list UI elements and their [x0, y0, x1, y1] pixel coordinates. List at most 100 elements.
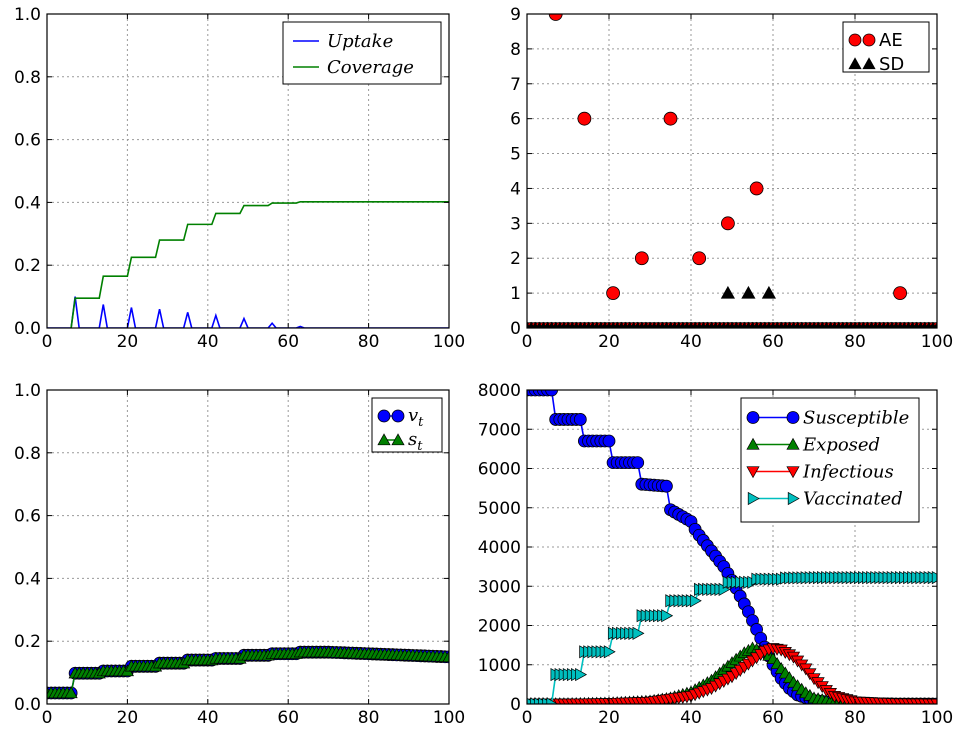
data-point-vaccinated — [603, 645, 616, 659]
data-point-ae — [634, 251, 649, 266]
y-tick-label: 0.4 — [14, 569, 41, 589]
legend: Susceptible Exposed Infectious Vaccinated — [740, 397, 920, 523]
y-tick-label: 0.2 — [14, 256, 41, 276]
legend-marker-v-t — [391, 409, 405, 423]
x-tick-label: 100 — [433, 708, 465, 728]
axes-frame — [46, 13, 450, 329]
data-point-infectious — [930, 698, 937, 704]
x-tick-label: 0 — [522, 708, 533, 728]
x-tick-label: 60 — [277, 708, 299, 728]
x-tick-label: 80 — [844, 708, 866, 728]
legend-label-susceptible: Susceptible — [803, 408, 909, 429]
data-point-sd — [741, 285, 756, 299]
y-tick-label: 0.6 — [14, 507, 41, 527]
data-point-s-t — [442, 650, 449, 663]
legend-marker-ae — [848, 33, 862, 47]
data-point-ae — [749, 181, 764, 196]
legend-label-vaccinated: Vaccinated — [803, 489, 903, 510]
legend-marker-sd — [848, 57, 862, 70]
x-tick-label: 0 — [42, 332, 53, 352]
legend-label-v-t: vt — [408, 405, 424, 430]
data-point-sd — [720, 285, 735, 299]
legend-marker-v-t — [377, 409, 391, 423]
data-point-ae — [577, 111, 592, 126]
y-tick-label: 0.8 — [14, 68, 41, 88]
legend-marker-s-t — [391, 433, 405, 446]
legend-label-uptake: Uptake — [327, 31, 393, 52]
legend: AE SD — [842, 21, 930, 75]
x-tick-label: 40 — [680, 332, 702, 352]
data-point-ae — [663, 111, 678, 126]
data-point-ae — [692, 251, 707, 266]
y-tick-label: 0 — [510, 319, 521, 339]
legend-marker-susceptible — [746, 411, 760, 424]
legend-marker-ae — [862, 33, 876, 47]
y-tick-label: 0 — [510, 695, 521, 715]
x-tick-label: 20 — [598, 332, 620, 352]
legend-marker-susceptible — [786, 411, 800, 424]
y-tick-label: 5000 — [478, 499, 521, 519]
data-point-ae — [893, 286, 907, 301]
data-point-ae — [606, 286, 620, 301]
y-tick-label: 0.0 — [14, 695, 41, 715]
data-point-susceptible — [660, 479, 673, 493]
axes-frame — [46, 389, 450, 705]
y-tick-label: 2 — [510, 249, 521, 269]
legend: Uptake Coverage — [282, 21, 442, 85]
legend-marker-infectious — [786, 466, 800, 479]
y-tick-label: 6000 — [478, 460, 521, 480]
data-point-vaccinated — [931, 571, 937, 585]
data-point-susceptible — [545, 390, 558, 397]
legend-marker-exposed — [746, 437, 760, 450]
legend-label-ae: AE — [879, 30, 903, 51]
data-point-ae — [721, 216, 735, 231]
x-tick-label: 100 — [921, 332, 953, 352]
data-point-vaccinated — [632, 626, 645, 640]
x-tick-label: 80 — [844, 332, 866, 352]
y-tick-label: 1000 — [478, 656, 521, 676]
legend-label-s-t: st — [408, 429, 423, 454]
legend-marker-exposed — [786, 437, 800, 450]
legend-label-coverage: Coverage — [327, 57, 414, 78]
x-tick-label: 60 — [762, 708, 784, 728]
data-point-susceptible — [602, 434, 616, 448]
legend-label-infectious: Infectious — [802, 462, 894, 483]
y-tick-label: 5 — [510, 145, 521, 165]
chart-ae-sd: 0 20 40 60 80 100 0 1 2 3 4 5 6 7 8 9 AE SD — [510, 5, 953, 352]
chart-uptake-coverage: 0 20 40 60 80 100 0.0 0.2 0.4 0.6 0.8 1.0 Uptake Cove… — [14, 5, 465, 352]
x-tick-label: 80 — [358, 708, 380, 728]
x-tick-label: 40 — [680, 708, 702, 728]
y-tick-label: 0.8 — [14, 444, 41, 464]
y-tick-label: 0.0 — [14, 319, 41, 339]
y-tick-label: 7 — [510, 75, 521, 95]
series-group — [527, 14, 937, 328]
series-group — [47, 645, 449, 700]
data-point-ae — [548, 14, 563, 21]
x-tick-label: 20 — [117, 708, 139, 728]
series-line-coverage — [70, 200, 449, 328]
y-tick-label: 4 — [510, 179, 521, 199]
y-tick-label: 3000 — [478, 577, 521, 597]
x-tick-label: 80 — [358, 332, 380, 352]
x-tick-label: 60 — [277, 332, 299, 352]
chart-seiv: 0 20 40 60 80 1000100020003000400050006000700… — [478, 381, 953, 728]
series-group — [47, 200, 449, 328]
x-tick-label: 100 — [921, 708, 953, 728]
legend-marker-sd — [862, 57, 876, 70]
y-tick-label: 1.0 — [14, 5, 41, 25]
legend-label-sd: SD — [879, 54, 904, 75]
legend-label-exposed: Exposed — [802, 435, 880, 456]
data-point-vaccinated — [575, 667, 588, 682]
y-tick-label: 4000 — [478, 538, 521, 558]
y-tick-label: 6 — [510, 110, 521, 130]
x-tick-label: 0 — [522, 332, 533, 352]
y-tick-label: 1 — [510, 284, 521, 304]
x-tick-label: 100 — [433, 332, 465, 352]
y-tick-label: 1.0 — [14, 381, 41, 401]
x-tick-label: 20 — [117, 332, 139, 352]
y-tick-label: 0.6 — [14, 131, 41, 151]
y-tick-label: 8000 — [478, 381, 521, 401]
data-point-susceptible — [631, 456, 645, 470]
